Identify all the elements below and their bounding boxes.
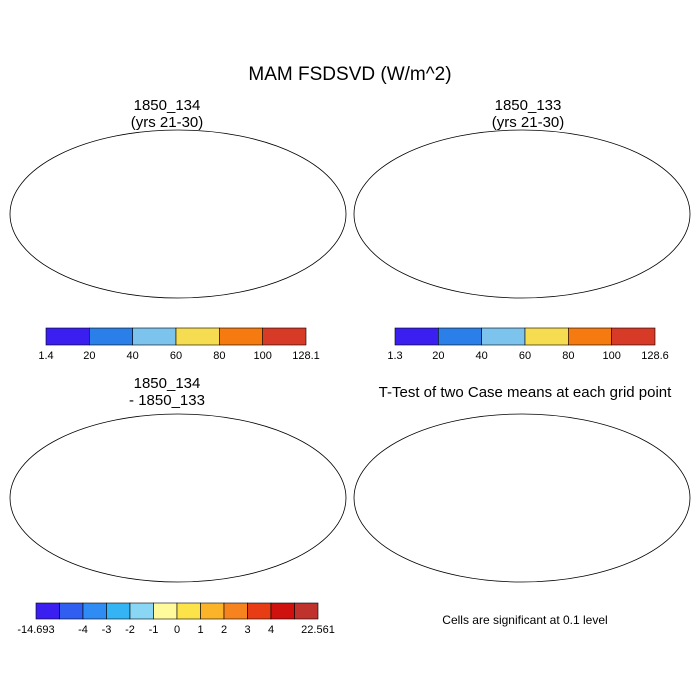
colorbar-top-right-swatch	[394, 327, 439, 346]
colorbar-top-left-tick-label: 20	[83, 350, 95, 362]
colorbar-top-left-swatch	[89, 327, 133, 346]
colorbar-bottom-left-tick-label: -3	[102, 624, 112, 636]
map-frame	[9, 413, 347, 583]
colorbar-top-left-tick-label: 80	[213, 350, 225, 362]
colorbar-top-left-swatch	[175, 327, 220, 346]
colorbar-top-right-swatch	[611, 327, 656, 346]
colorbar-bottom-left-swatch	[82, 602, 107, 620]
colorbar-top-right-tick-label: 40	[476, 350, 488, 362]
colorbar-top-right-tick-label: 128.6	[641, 350, 669, 362]
colorbar-top-right: 1.3 20 40 60 80 100 128.6	[387, 327, 669, 362]
colorbar-top-right-swatch	[568, 327, 612, 346]
colorbar-top-left-tick-label: 128.1	[292, 350, 320, 362]
colorbar-bottom-left-tick-label: -1	[149, 624, 159, 636]
colorbar-bottom-left-tick-label: -2	[125, 624, 135, 636]
colorbar-top-right-tick-label: 60	[519, 350, 531, 362]
colorbar-top-right-tick-label: 1.3	[387, 350, 402, 362]
colorbar-bottom-left-swatch	[59, 602, 84, 620]
colorbar-top-left-swatch	[132, 327, 177, 346]
panel-title-line2: - 1850_133	[129, 392, 205, 409]
colorbar-top-left-tick-label: 100	[253, 350, 271, 362]
significant-cell	[583, 578, 587, 581]
colorbar-bottom-left-swatch	[270, 602, 295, 620]
panel-title-line1: 1850_134	[133, 97, 201, 114]
colorbar-top-left-tick-label: 40	[127, 350, 139, 362]
colorbar-bottom-left-swatch	[153, 602, 178, 620]
colorbar-top-right-tick-label: 20	[432, 350, 444, 362]
panel-title-line2: (yrs 21-30)	[491, 114, 565, 131]
colorbar-top-right-swatch	[524, 327, 569, 346]
panel-title-line2: (yrs 21-30)	[130, 114, 204, 131]
significant-cell	[585, 579, 589, 582]
significant-cell	[585, 580, 589, 583]
colorbar-top-left: 1.4 20 40 60 80 100 128.1	[38, 327, 320, 362]
colorbar-bottom-left-swatch	[247, 602, 272, 620]
significance-note: Cells are significant at 0.1 level	[442, 613, 608, 627]
colorbar-bottom-left-swatch	[176, 602, 201, 620]
colorbar-top-right-swatch	[481, 327, 526, 346]
colorbar-bottom-left-tick-label: 3	[244, 624, 250, 636]
colorbar-top-left-swatch	[219, 327, 263, 346]
colorbar-bottom-left-swatch	[35, 602, 60, 620]
map-panel-bottom-left	[9, 413, 347, 583]
colorbar-top-right-tick-label: 80	[562, 350, 574, 362]
colorbar-bottom-left-tick-label: 0	[174, 624, 180, 636]
colorbar-top-left-tick-label: 60	[170, 350, 182, 362]
colorbar-bottom-left-tick-label: 4	[268, 624, 274, 636]
panel-title-top-right: 1850_133 (yrs 21-30)	[403, 97, 653, 131]
colorbar-bottom-left-tick-label: -14.693	[17, 624, 54, 636]
colorbar-top-left-swatch	[45, 327, 90, 346]
map-panel-bottom-right	[353, 413, 691, 583]
colorbar-bottom-left-swatch	[106, 602, 131, 620]
colorbar-bottom-left-tick-label: 22.561	[301, 624, 335, 636]
map-frame	[9, 129, 347, 299]
colorbar-top-right-swatch	[438, 327, 482, 346]
map-panel-top-right	[353, 129, 691, 299]
colorbar-top-left-swatch	[262, 327, 307, 346]
colorbar-top-left-tick-label: 1.4	[38, 350, 53, 362]
colorbar-bottom-left-swatch	[200, 602, 225, 620]
significant-cell	[582, 580, 586, 583]
panel-title-line1: 1850_134	[133, 375, 201, 392]
colorbar-top-right-tick-label: 100	[602, 350, 620, 362]
colorbar-bottom-left-swatch	[129, 602, 154, 620]
panel-title-bottom-right: T-Test of two Case means at each grid po…	[378, 384, 672, 401]
map-panel-top-left	[9, 129, 347, 299]
map-frame	[353, 413, 691, 583]
colorbar-bottom-left: -14.693 -4 -3 -2 -1 0 1 2 3 4 22.561	[17, 602, 335, 636]
colorbar-bottom-left-swatch	[223, 602, 248, 620]
figure-title: MAM FSDSVD (W/m^2)	[248, 64, 452, 85]
colorbar-bottom-left-tick-label: 2	[221, 624, 227, 636]
colorbar-bottom-left-tick-label: -4	[78, 624, 88, 636]
panel-title-top-left: 1850_134 (yrs 21-30)	[42, 97, 292, 131]
panel-title-bottom-left: 1850_134 - 1850_133	[42, 375, 292, 409]
colorbar-bottom-left-tick-label: 1	[197, 624, 203, 636]
panel-title-line1: 1850_133	[494, 97, 562, 114]
colorbar-bottom-left-swatch	[294, 602, 319, 620]
map-frame	[353, 129, 691, 299]
